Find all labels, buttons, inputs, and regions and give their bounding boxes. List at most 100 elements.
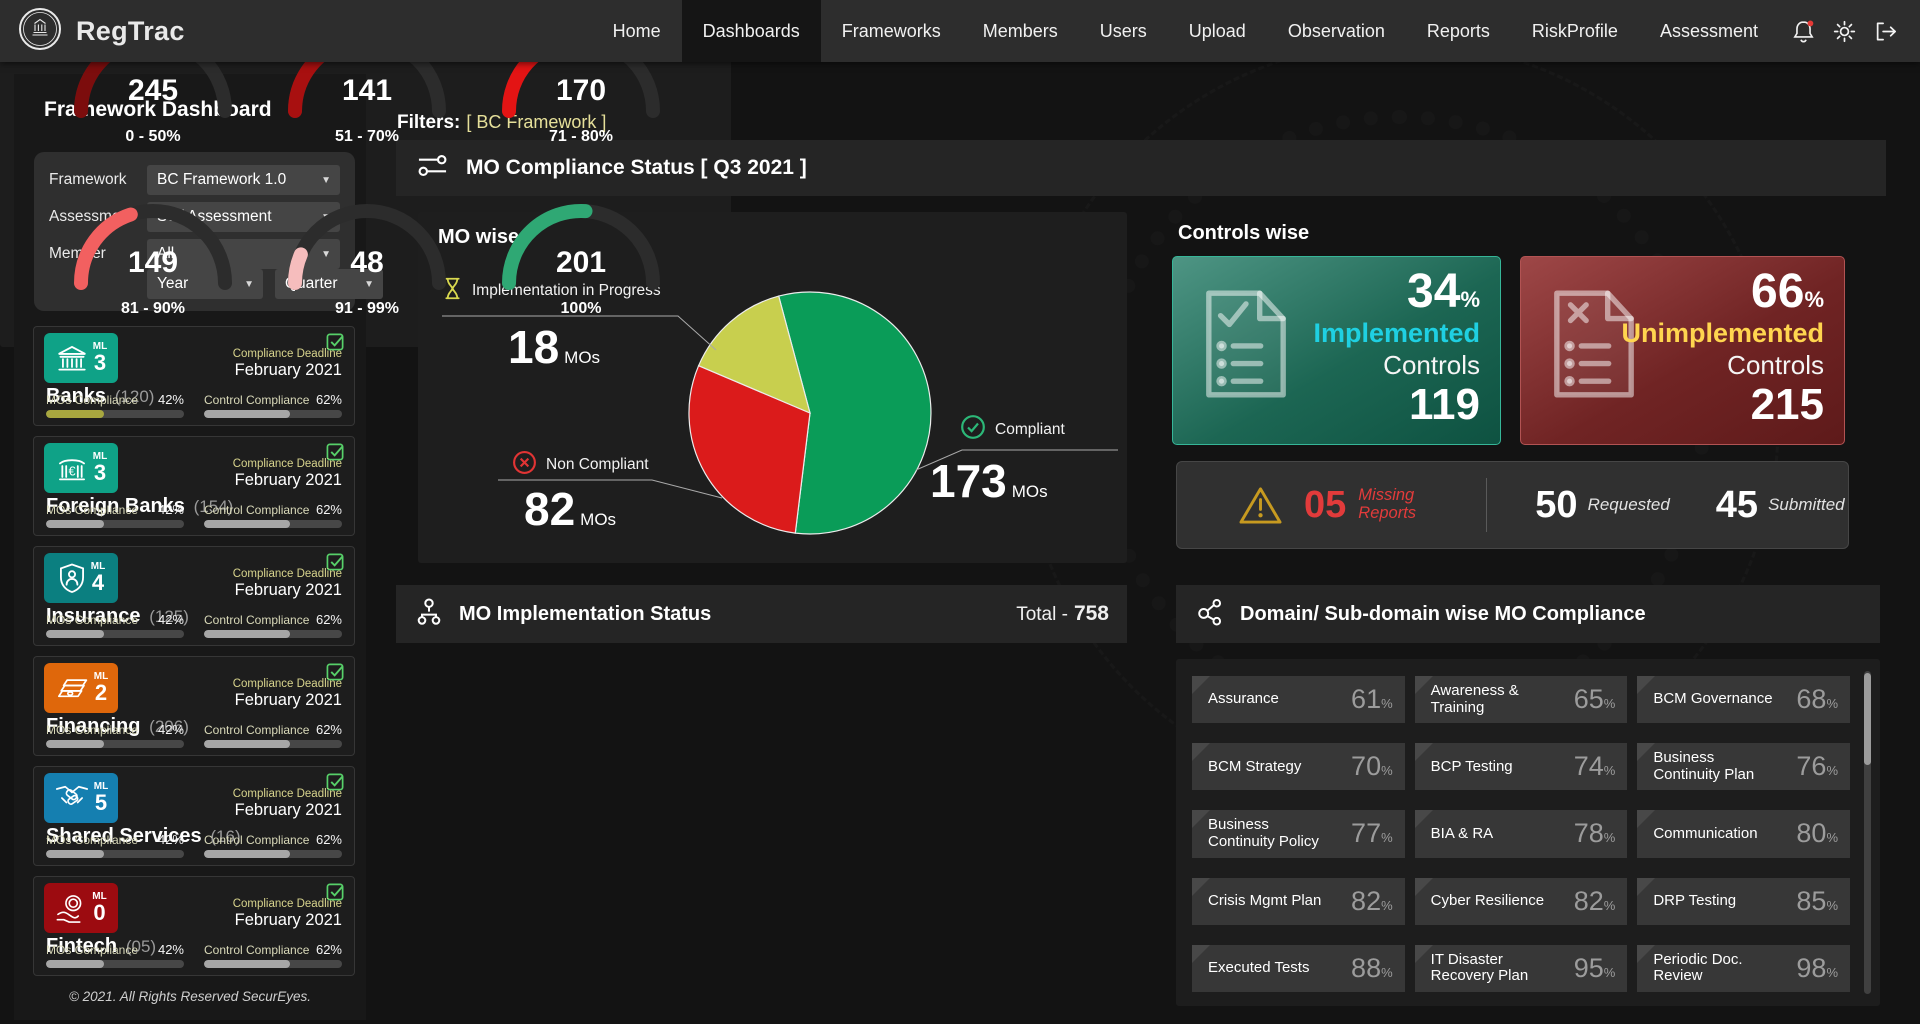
member-card-banks[interactable]: ML 3 Compliance Deadline February 2021 Banks… — [33, 326, 355, 426]
selected-checkbox[interactable] — [326, 772, 345, 791]
domain-tile: BCM Strategy 70% — [1192, 743, 1405, 791]
unimplemented-label: Unimplemented — [1621, 318, 1824, 349]
mo-compliance-pie-chart — [686, 289, 934, 542]
logout-icon[interactable] — [1873, 20, 1898, 43]
mo-wise-panel: MO wise Implementation in Progress 18 MOs… — [418, 212, 1127, 563]
domain-label: BCP Testing — [1430, 757, 1513, 775]
legend-non-compliant: Non Compliant — [512, 450, 649, 480]
domain-label: Executed Tests — [1208, 959, 1310, 977]
implemented-noun: Controls — [1383, 349, 1480, 380]
member-card-foreign-banks[interactable]: € ML 3 Compliance Deadline February 2021 Fore… — [33, 436, 355, 536]
member-name: Foreign Banks (154) — [46, 495, 234, 517]
domain-value: 95% — [1573, 952, 1616, 983]
requested-label: Requested — [1587, 495, 1670, 514]
gauge-81-90: 149 81 - 90% — [46, 188, 260, 346]
domain-label: Communication — [1653, 824, 1758, 842]
domain-tile: DRP Testing 85% — [1637, 877, 1850, 925]
domain-label: Awareness & Training — [1430, 682, 1519, 716]
member-card-financing[interactable]: ML 2 Compliance Deadline February 2021 Finan… — [33, 656, 355, 756]
domain-compliance-panel: Assurance 61% Awareness & Training 65% BCM G… — [1176, 659, 1880, 1006]
member-name: Financing (206) — [46, 715, 189, 737]
foreign-bank-icon: € ML 3 — [44, 443, 118, 493]
selected-checkbox[interactable] — [326, 332, 345, 351]
domain-value: 80% — [1796, 818, 1838, 849]
nav-item-frameworks[interactable]: Frameworks — [841, 20, 941, 41]
gauge-value: 141 — [341, 74, 393, 107]
scrollbar-track[interactable] — [1864, 671, 1871, 994]
implementation-status-title: MO Implementation Status — [459, 602, 712, 625]
nav-item-home[interactable]: Home — [612, 20, 661, 41]
member-card-shared-services[interactable]: ML 5 Compliance Deadline February 2021 Share… — [33, 766, 355, 866]
framework-select[interactable]: BC Framework 1.0 ▼ — [147, 165, 340, 195]
gauge-value: 149 — [127, 246, 179, 279]
unimplemented-pct: 66% — [1751, 265, 1824, 318]
nav-item-upload[interactable]: Upload — [1188, 20, 1246, 41]
member-name: Insurance (125) — [46, 605, 189, 627]
scrollbar-thumb[interactable] — [1864, 673, 1871, 765]
domain-value: 77% — [1351, 818, 1393, 849]
nav-item-members[interactable]: Members — [982, 20, 1058, 41]
compliance-deadline: Compliance Deadline February 2021 — [232, 788, 342, 819]
notifications-icon[interactable] — [1791, 19, 1816, 44]
reports-summary-bar: 05 Missing Reports 50 Requested 45 Submi… — [1176, 461, 1849, 549]
requested-count: 50 — [1535, 483, 1578, 526]
chevron-down-icon: ▼ — [321, 174, 331, 186]
selected-checkbox[interactable] — [326, 882, 345, 901]
submitted-label: Submitted — [1768, 495, 1845, 514]
year-select[interactable]: Year ▼ — [147, 269, 263, 299]
mos-compliance-bar: MOs Compliance 42% — [46, 942, 184, 968]
mo-wise-title: MO wise — [438, 226, 520, 248]
domain-label: Business Continuity Policy — [1208, 816, 1319, 850]
domain-label: DRP Testing — [1653, 891, 1737, 909]
domain-label: Periodic Doc. Review — [1653, 950, 1743, 985]
domain-value: 68% — [1796, 684, 1838, 715]
control-compliance-bar: Control Compliance 62% — [204, 502, 342, 528]
chevron-down-icon: ▼ — [244, 278, 254, 290]
compliance-deadline: Compliance Deadline February 2021 — [232, 568, 342, 599]
total-count: Total -758 — [1016, 602, 1109, 625]
control-compliance-bar: Control Compliance 62% — [204, 612, 342, 638]
section-header: MO Compliance Status [ Q3 2021 ] — [396, 140, 1886, 196]
domain-tile: Business Continuity Policy 77% — [1192, 810, 1405, 858]
member-card-fintech[interactable]: ML 0 Compliance Deadline February 2021 Finte… — [33, 876, 355, 976]
domain-tile: Cyber Resilience 82% — [1414, 877, 1628, 925]
domain-label: BCM Governance — [1653, 690, 1773, 708]
nav-item-dashboards[interactable]: Dashboards — [681, 0, 821, 62]
app-logo-icon — [18, 7, 62, 56]
settings-icon[interactable] — [1832, 19, 1857, 44]
document-x-icon — [1549, 287, 1639, 406]
domain-compliance-header: Domain/ Sub-domain wise MO Compliance — [1176, 585, 1880, 643]
divider — [1486, 478, 1488, 532]
domain-value: 76% — [1796, 751, 1838, 782]
selected-checkbox[interactable] — [326, 442, 345, 461]
domain-value: 65% — [1573, 684, 1616, 715]
nav-item-reports[interactable]: Reports — [1426, 20, 1490, 41]
controls-wise-title: Controls wise — [1178, 222, 1310, 244]
nav-item-riskprofile[interactable]: RiskProfile — [1531, 20, 1618, 41]
selected-checkbox[interactable] — [326, 662, 345, 681]
domain-tile: Communication 80% — [1637, 810, 1850, 858]
domain-tile: IT Disaster Recovery Plan 95% — [1414, 944, 1628, 992]
gauge-range-label: 100% — [560, 300, 602, 317]
gauge-100: 201 100% — [474, 188, 688, 346]
domain-tile: BCP Testing 74% — [1414, 743, 1628, 791]
brand[interactable]: RegTrac — [0, 0, 185, 62]
section-title: MO Compliance Status [ Q3 2021 ] — [466, 156, 807, 179]
member-name: Banks (120) — [46, 385, 155, 407]
in-progress-value: 18 MOs — [508, 321, 601, 373]
warning-icon — [1237, 485, 1284, 526]
member-card-insurance[interactable]: ML 4 Compliance Deadline February 2021 Insur… — [33, 546, 355, 646]
nav-item-assessment[interactable]: Assessment — [1659, 20, 1758, 41]
compliance-deadline: Compliance Deadline February 2021 — [232, 458, 342, 489]
unimplemented-controls-card: 66% Unimplemented Controls 215 — [1520, 256, 1845, 445]
selected-checkbox[interactable] — [326, 552, 345, 571]
implemented-count: 119 — [1409, 379, 1480, 429]
copyright: © 2021. All Rights Reserved SecurEyes. — [68, 989, 312, 1004]
compliance-deadline: Compliance Deadline February 2021 — [232, 348, 342, 379]
domain-value: 82% — [1573, 885, 1616, 916]
gauge-91-99: 48 91 - 99% — [260, 188, 474, 346]
domain-tile: Business Continuity Plan 76% — [1637, 743, 1850, 791]
nav-item-observation[interactable]: Observation — [1287, 20, 1385, 41]
nav-item-users[interactable]: Users — [1099, 20, 1147, 41]
